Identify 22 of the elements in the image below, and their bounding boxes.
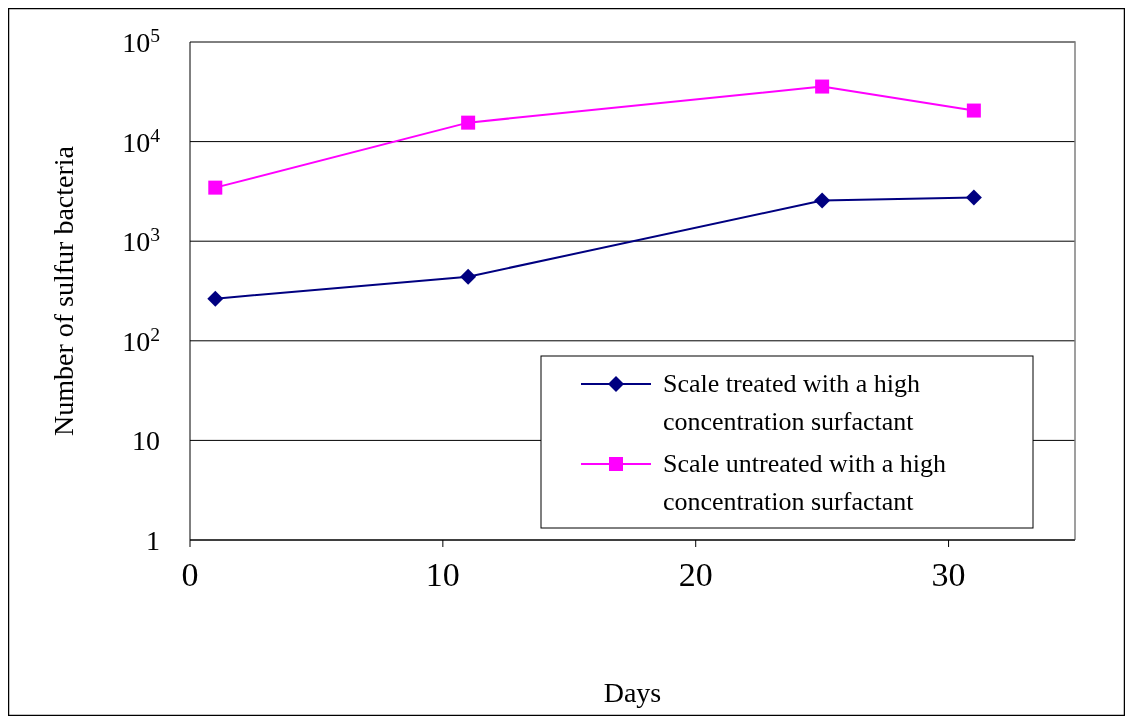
x-tick-label: 10 <box>425 556 460 593</box>
y-tick-label: 10$^{4}$ <box>122 124 161 158</box>
point <box>208 180 223 195</box>
y-tick-label: 10 <box>132 425 160 457</box>
y-tick-label: 10$^{2}$ <box>122 323 160 357</box>
point <box>207 290 224 307</box>
y-tick-label: 10$^{3}$ <box>122 223 161 258</box>
x-axis-title: Days <box>603 677 662 708</box>
y-tick-label: 10$^{5}$ <box>122 24 161 58</box>
y-tick-label: 1 <box>146 525 160 556</box>
point <box>966 103 981 118</box>
x-tick-label: 30 <box>931 556 966 593</box>
point <box>965 189 982 206</box>
point <box>460 268 477 285</box>
point <box>815 79 830 94</box>
legend-label: Scale treated with a high concentration surfactant <box>663 369 921 436</box>
point <box>814 192 831 209</box>
legend-label: Scale untreated with a high concentration surfactant <box>663 449 947 516</box>
x-tick-label: 20 <box>678 556 713 593</box>
y-axis-title: Number of sulfur bacteria <box>48 145 79 436</box>
point <box>461 115 476 130</box>
x-tick-label: 0 <box>181 556 199 593</box>
